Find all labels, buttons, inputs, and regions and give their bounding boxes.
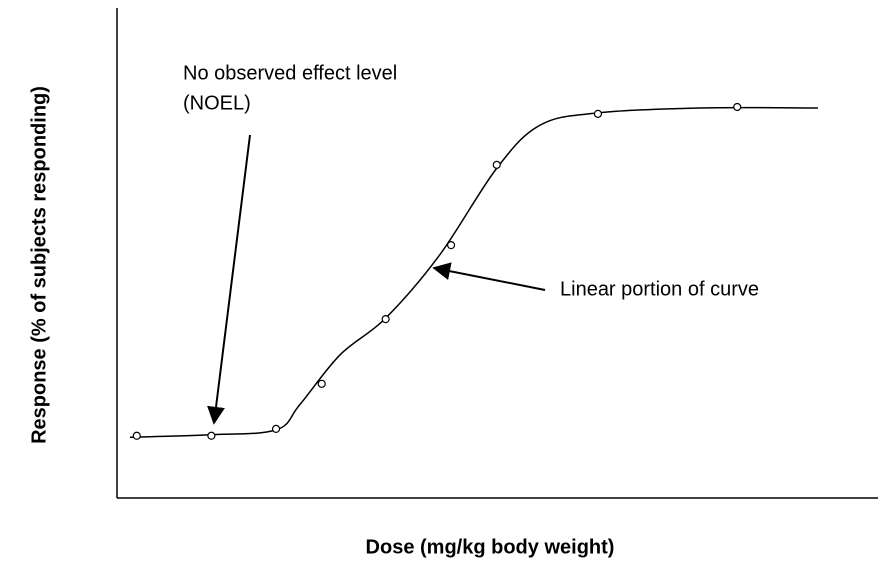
annotation: Linear portion of curve bbox=[560, 278, 759, 300]
x-axis-label: Dose (mg/kg body weight) bbox=[366, 536, 615, 558]
data-point bbox=[317, 379, 326, 388]
data-point bbox=[446, 241, 456, 250]
data-point bbox=[207, 431, 216, 440]
arrow bbox=[432, 262, 546, 291]
data-point bbox=[593, 109, 603, 118]
y-axis-label: Response (% of subjects responding) bbox=[28, 86, 50, 444]
data-point bbox=[132, 431, 141, 440]
data-point bbox=[381, 315, 390, 324]
data-point bbox=[733, 102, 742, 112]
arrow bbox=[207, 134, 251, 425]
annotation: No observed effect level bbox=[183, 62, 397, 84]
data-point bbox=[271, 424, 281, 434]
data-point bbox=[492, 160, 501, 169]
annotation: (NOEL) bbox=[183, 92, 251, 114]
